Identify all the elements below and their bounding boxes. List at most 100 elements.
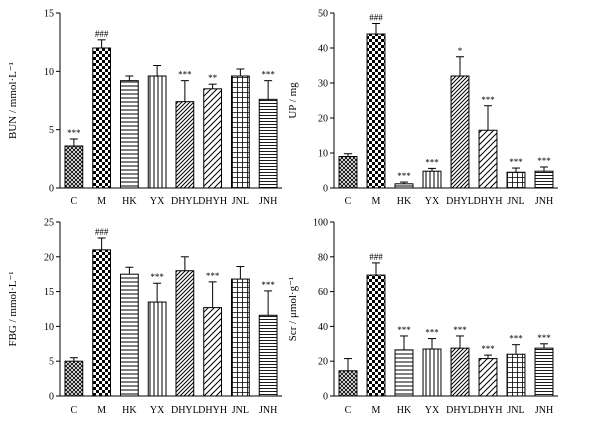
bar-c	[64, 360, 84, 397]
significance-label: ***	[509, 334, 523, 344]
bar-dhyl	[175, 101, 195, 189]
bar-dhyh	[478, 129, 498, 189]
bar-c	[64, 145, 84, 189]
x-tick-label: M	[97, 405, 106, 416]
bar-jnl	[506, 353, 526, 397]
significance-label: ***	[206, 271, 220, 281]
bar-hk	[119, 273, 139, 397]
x-tick-label: JNL	[507, 196, 524, 207]
x-tick-label: JNL	[232, 196, 249, 207]
bar-jnl	[230, 75, 250, 189]
significance-label: ###	[369, 13, 383, 23]
bar-jnh	[258, 314, 278, 397]
x-tick-label: C	[71, 405, 78, 416]
bar-dhyl	[450, 75, 470, 189]
y-axis-title: FBG / mmol·L⁻¹	[7, 271, 19, 346]
x-tick-label: HK	[122, 196, 137, 207]
bar-jnh	[534, 170, 554, 189]
bar-c	[338, 156, 358, 189]
significance-label: ###	[369, 252, 383, 262]
significance-label: ***	[537, 156, 551, 166]
y-tick-label: 50	[318, 9, 328, 20]
significance-label: ###	[95, 227, 109, 237]
y-tick-label: 0	[323, 392, 328, 403]
x-tick-label: M	[372, 196, 381, 207]
y-tick-label: 20	[318, 114, 328, 125]
x-tick-label: HK	[122, 405, 137, 416]
y-tick-label: 30	[318, 79, 328, 90]
y-tick-label: 20	[44, 252, 54, 263]
x-tick-label: DHYH	[198, 196, 227, 207]
x-tick-label: DHYL	[171, 405, 199, 416]
significance-label: ***	[537, 333, 551, 343]
x-tick-label: DHYL	[446, 405, 474, 416]
y-tick-label: 0	[323, 184, 328, 195]
x-tick-label: M	[372, 405, 381, 416]
x-tick-label: DHYH	[474, 196, 503, 207]
y-tick-label: 5	[49, 357, 54, 368]
significance-label: ###	[95, 29, 109, 39]
x-tick-label: YX	[425, 405, 440, 416]
significance-label: ***	[397, 325, 411, 335]
bar-m	[366, 274, 386, 397]
scr-chart: 0 20 40 60 80 100 Scr / μmol·g⁻¹ C ### M *** HK *** Y…	[287, 218, 558, 416]
significance-label: ***	[453, 325, 467, 335]
y-axis-title: Scr / μmol·g⁻¹	[287, 277, 299, 342]
significance-label: ***	[397, 171, 411, 181]
x-tick-label: JNH	[535, 196, 553, 207]
y-tick-label: 25	[44, 218, 54, 229]
x-tick-label: YX	[425, 196, 440, 207]
y-tick-label: 0	[49, 184, 54, 195]
significance-label: ***	[178, 70, 192, 80]
significance-label: ***	[425, 328, 439, 338]
bar-dhyh	[478, 358, 498, 397]
y-tick-label: 100	[313, 218, 328, 229]
bar-hk	[394, 183, 414, 189]
significance-label: **	[208, 73, 218, 83]
x-tick-label: M	[97, 196, 106, 207]
y-tick-label: 20	[318, 357, 328, 368]
bar-hk	[119, 80, 139, 189]
x-tick-label: JNH	[259, 196, 277, 207]
bun-chart: 0 5 10 15 BUN / mmol·L⁻¹ *** C ### M HK YX *** DHYL *…	[7, 9, 282, 207]
bar-m	[92, 47, 112, 189]
bar-dhyl	[450, 347, 470, 397]
x-tick-label: C	[345, 405, 352, 416]
y-tick-label: 15	[44, 9, 54, 20]
y-tick-label: 0	[49, 392, 54, 403]
x-tick-label: JNL	[507, 405, 524, 416]
bar-c	[338, 370, 358, 397]
x-tick-label: DHYH	[198, 405, 227, 416]
x-tick-label: C	[71, 196, 78, 207]
x-tick-label: YX	[150, 405, 165, 416]
significance-label: *	[458, 46, 463, 56]
x-tick-label: DHYL	[446, 196, 474, 207]
bar-m	[366, 33, 386, 189]
y-tick-label: 10	[44, 67, 54, 78]
y-tick-label: 10	[44, 322, 54, 333]
y-tick-label: 15	[44, 287, 54, 298]
x-tick-label: JNL	[232, 405, 249, 416]
x-tick-label: DHYH	[474, 405, 503, 416]
significance-label: ***	[261, 70, 275, 80]
y-axis-title: UP / mg	[287, 82, 299, 119]
x-tick-label: HK	[397, 405, 412, 416]
bar-yx	[147, 301, 167, 397]
y-tick-label: 80	[318, 252, 328, 263]
bar-jnl	[506, 171, 526, 189]
bar-hk	[394, 349, 414, 397]
x-tick-label: JNH	[259, 405, 277, 416]
x-tick-label: JNH	[535, 405, 553, 416]
bar-jnh	[258, 98, 278, 189]
significance-label: ***	[425, 157, 439, 167]
up-chart: 0 10 20 30 40 50 UP / mg C ### M *** HK *** YX * DHYL **…	[287, 9, 558, 207]
bar-jnl	[230, 278, 250, 397]
bar-dhyh	[203, 307, 223, 397]
x-tick-label: HK	[397, 196, 412, 207]
significance-label: ***	[481, 344, 495, 354]
significance-label: ***	[261, 280, 275, 290]
bar-yx	[422, 170, 442, 189]
x-tick-label: DHYL	[171, 196, 199, 207]
x-tick-label: C	[345, 196, 352, 207]
y-tick-label: 60	[318, 287, 328, 298]
